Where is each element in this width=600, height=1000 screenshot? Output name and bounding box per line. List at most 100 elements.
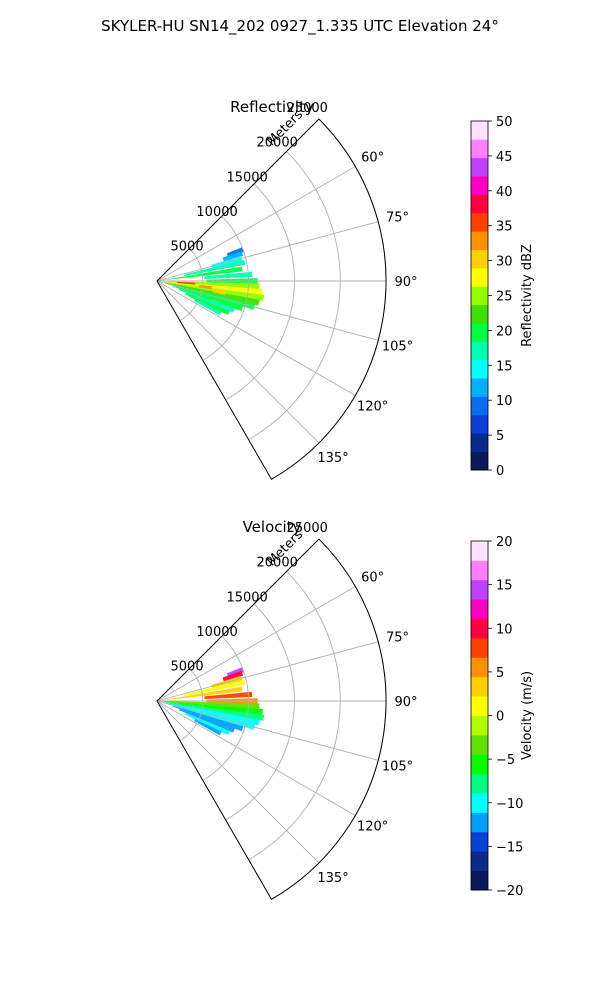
azimuth-tick-label: 120° <box>357 400 388 415</box>
radial-gridline <box>248 151 341 441</box>
data-cell <box>172 705 244 732</box>
colorbar-swatch <box>471 157 488 177</box>
azimuth-gridline <box>156 700 379 761</box>
colorbar-swatch <box>471 286 488 306</box>
radial-gridline <box>271 538 387 900</box>
azimuth-gridline <box>156 700 320 864</box>
radial-gridline <box>202 215 249 361</box>
colorbar-tick-label: 35 <box>496 220 513 235</box>
azimuth-gridline <box>156 280 320 444</box>
colorbar-tick-label: 5 <box>496 666 504 681</box>
data-cell <box>185 712 230 736</box>
colorbar-swatch <box>471 323 488 342</box>
colorbar-tick-label: 20 <box>496 324 513 339</box>
colorbar-swatch <box>471 851 488 872</box>
radial-tick-label: 15000 <box>226 170 267 185</box>
colorbar-tick-label: 30 <box>496 255 513 270</box>
colorbar-swatch <box>471 267 488 287</box>
colorbar-swatch <box>471 396 488 416</box>
colorbar: 0 5 10 15 20 25 30 35 40 45 50 Reflectivity dBZ <box>470 115 535 479</box>
radial-tick-label: 25000 <box>287 101 328 116</box>
radial-gridline <box>271 118 387 480</box>
azimuth-gridline <box>156 700 356 816</box>
data-cell <box>178 288 235 313</box>
radial-tick-label: 10000 <box>196 625 237 640</box>
colorbar-swatch <box>471 793 488 813</box>
azimuth-tick-label: 90° <box>394 275 417 290</box>
colorbar-swatch <box>471 773 488 794</box>
colorbar-swatch <box>471 414 488 434</box>
radial-tick-label: 5000 <box>171 239 204 254</box>
colorbar-tick-label: 45 <box>496 150 513 165</box>
radial-tick-label: 5000 <box>171 659 204 674</box>
sector-outline <box>156 118 387 481</box>
colorbar-swatch <box>471 812 488 833</box>
colorbar-tick-label: 0 <box>496 464 504 479</box>
colorbar-swatch <box>471 433 488 453</box>
colorbar: −20 −15 −10 −5 0 5 10 15 20 Velocity (m/s) <box>470 535 535 899</box>
azimuth-tick-label: 90° <box>394 695 417 710</box>
panel-title: Reflectivity <box>230 98 314 116</box>
azimuth-tick-label: 75° <box>386 211 409 226</box>
data-cell <box>222 670 244 682</box>
azimuth-tick-label: 60° <box>361 571 384 586</box>
colorbar-tick-label: 10 <box>496 394 513 409</box>
data-cell <box>198 284 212 290</box>
azimuth-tick-label: 60° <box>361 151 384 166</box>
reflectivity-panel: 5000 10000 15000 20000 25000 60° 75° 90° 105° 120… <box>156 98 535 481</box>
colorbar-tick-label: −20 <box>496 884 523 899</box>
colorbar-swatch <box>471 451 488 471</box>
colorbar-tick-label: 15 <box>496 579 513 594</box>
colorbar-tick-label: 15 <box>496 359 513 374</box>
colorbar-swatch <box>471 176 488 195</box>
colorbar-swatch <box>471 194 488 214</box>
colorbar-swatch <box>471 599 488 619</box>
panel-title: Velocity <box>243 518 302 536</box>
colorbar-tick-label: −15 <box>496 840 523 855</box>
radial-tick-label: 15000 <box>226 590 267 605</box>
azimuth-gridline <box>156 280 356 396</box>
data-cell <box>165 702 260 726</box>
data-cell <box>177 281 196 285</box>
azimuth-tick-label: 135° <box>317 451 348 466</box>
azimuth-gridline <box>156 221 379 282</box>
colorbar-label: Reflectivity dBZ <box>520 244 535 347</box>
colorbar-swatch <box>471 231 488 250</box>
azimuth-tick-label: 75° <box>386 631 409 646</box>
colorbar-tick-label: 0 <box>496 710 504 725</box>
data-cell <box>212 289 226 295</box>
azimuth-tick-label: 105° <box>382 339 413 354</box>
colorbar-swatch <box>471 341 488 361</box>
data-cell <box>193 719 222 736</box>
colorbar-swatch <box>471 139 488 159</box>
data-cell <box>185 292 230 316</box>
radial-tick-label: 10000 <box>196 205 237 220</box>
data-cells <box>162 667 265 736</box>
velocity-panel: 5000 10000 15000 20000 25000 60° 75° 90° 105° 120… <box>156 518 535 901</box>
colorbar-swatch <box>471 676 488 697</box>
colorbar-swatch <box>471 579 488 600</box>
data-cell <box>204 691 253 700</box>
azimuth-gridline <box>156 586 356 702</box>
colorbar-label: Velocity (m/s) <box>520 671 535 760</box>
sector-outline <box>156 538 387 901</box>
radial-tick-label: 20000 <box>257 556 298 571</box>
colorbar-swatch <box>471 560 488 581</box>
colorbar-tick-label: −10 <box>496 797 523 812</box>
figure-title: SKYLER-HU SN14_202 0927_1.335 UTC Elevat… <box>101 17 499 36</box>
radial-gridline <box>225 183 295 401</box>
colorbar-swatch <box>471 754 488 775</box>
data-cell <box>172 285 244 312</box>
data-cell <box>193 299 222 316</box>
colorbar-tick-label: 25 <box>496 290 513 305</box>
colorbar-swatch <box>471 378 488 397</box>
radial-gridline <box>202 635 249 781</box>
radial-tick-label: 20000 <box>257 136 298 151</box>
colorbar-tick-label: 20 <box>496 535 513 550</box>
data-cell <box>204 271 253 280</box>
colorbar-swatch <box>471 541 488 561</box>
colorbar-swatch <box>471 657 488 678</box>
azimuth-gridline <box>156 166 356 282</box>
colorbar-tick-label: 10 <box>496 622 513 637</box>
